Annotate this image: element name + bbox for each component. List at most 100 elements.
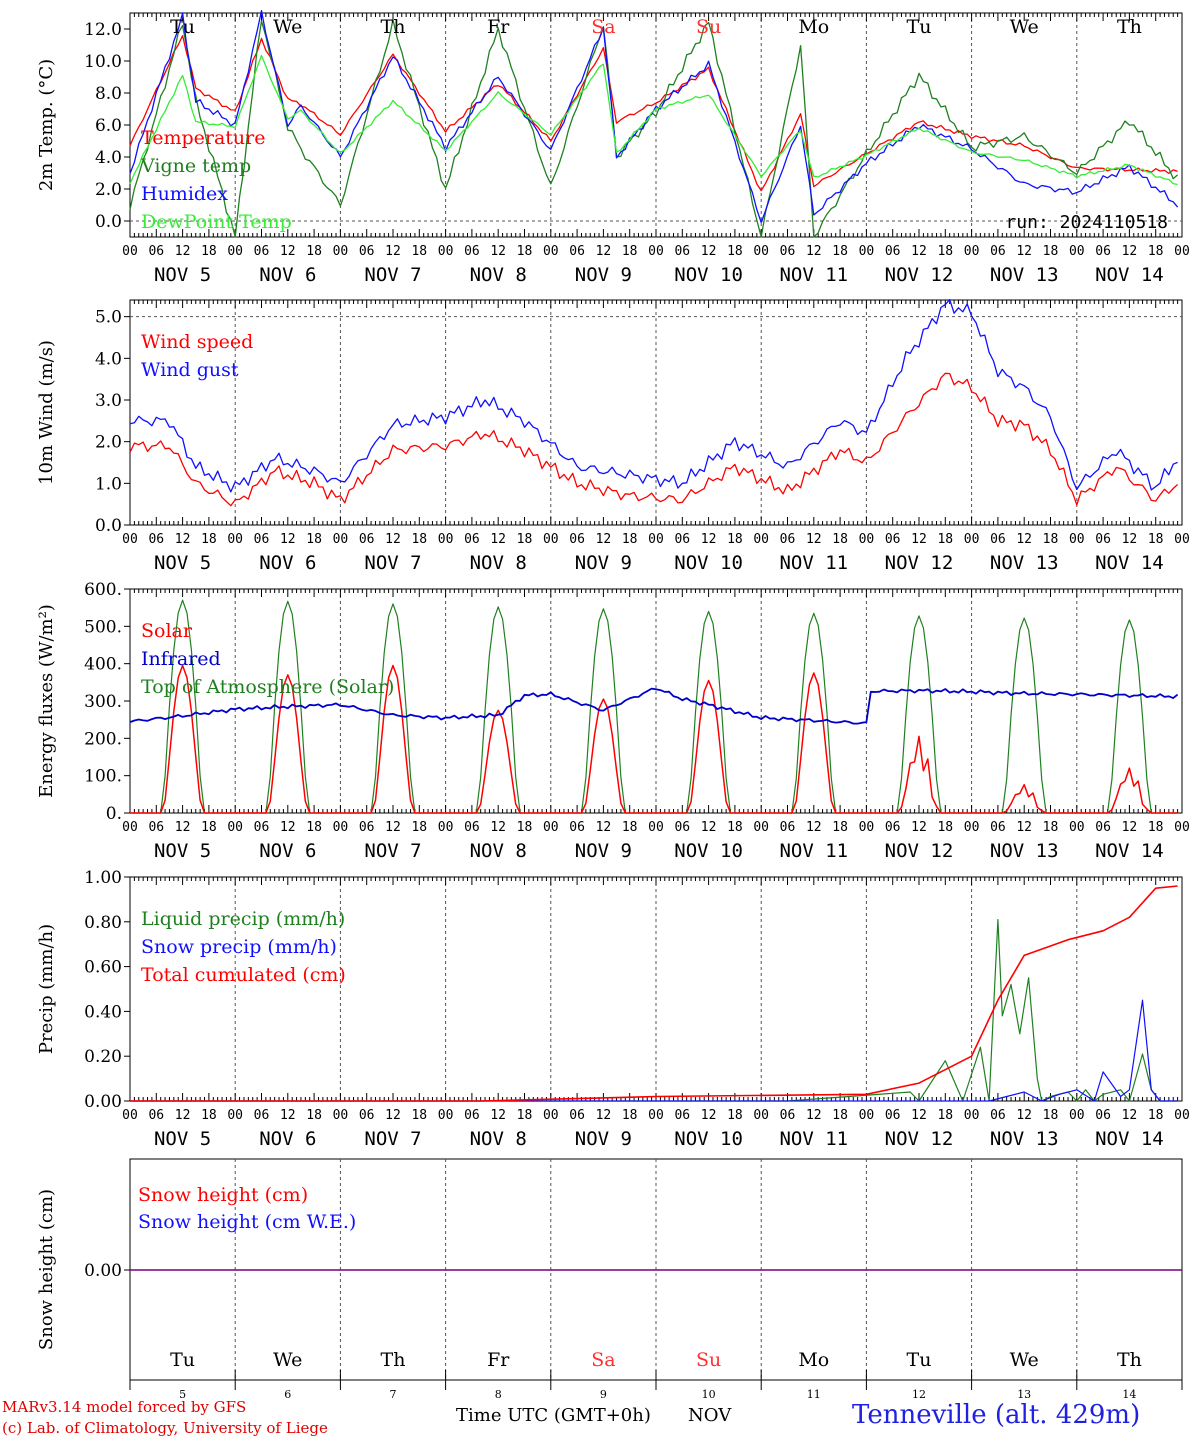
hour-label: 18	[517, 820, 533, 835]
hour-label: 18	[727, 532, 743, 547]
hour-label: 18	[306, 244, 322, 259]
hour-label: 12	[701, 1108, 717, 1123]
date-label: NOV 9	[575, 264, 632, 286]
date-label: NOV 7	[364, 552, 421, 574]
hour-label: 18	[201, 1108, 217, 1123]
date-label: NOV 14	[1095, 840, 1164, 862]
hour-label: 00	[438, 532, 454, 547]
y-tick-label: 100.	[84, 767, 122, 787]
date-label: NOV 6	[259, 552, 316, 574]
day-name: Sa	[591, 1349, 615, 1371]
date-label: NOV 11	[779, 840, 848, 862]
hour-label: 00	[227, 1108, 243, 1123]
hour-label: 12	[1122, 1108, 1138, 1123]
hour-label: 00	[964, 1108, 980, 1123]
hour-label: 12	[385, 1108, 401, 1123]
model-credit: MARv3.14 model forced by GFS	[2, 1398, 247, 1416]
day-name: Mo	[798, 16, 829, 38]
date-label: NOV 5	[154, 840, 211, 862]
hour-label: 06	[674, 532, 690, 547]
hour-label: 06	[148, 820, 164, 835]
hour-label: 12	[280, 820, 296, 835]
hour-label: 06	[148, 532, 164, 547]
y-tick-label: 0.80	[84, 913, 122, 933]
hour-label: 00	[753, 244, 769, 259]
legend-entry: Humidex	[141, 183, 228, 205]
station-name: Tenneville (alt. 429m)	[852, 1400, 1141, 1430]
hour-label: 18	[622, 244, 638, 259]
hour-label: 18	[1043, 1108, 1059, 1123]
hour-label: 06	[1095, 244, 1111, 259]
day-name: We	[1010, 1349, 1039, 1371]
date-label: NOV 10	[674, 552, 743, 574]
hour-label: 06	[569, 532, 585, 547]
hour-label: 12	[806, 532, 822, 547]
date-label: NOV 14	[1095, 552, 1164, 574]
y-tick-label: 2.0	[95, 433, 122, 453]
hour-label: 00	[964, 820, 980, 835]
y-tick-label: 0.0	[95, 212, 122, 232]
hour-label: 00	[1069, 1108, 1085, 1123]
hour-label: 12	[175, 820, 191, 835]
date-label: NOV 5	[154, 552, 211, 574]
hour-label: 06	[569, 1108, 585, 1123]
hour-label: 06	[254, 532, 270, 547]
hour-label: 00	[122, 532, 138, 547]
date-label: NOV 5	[154, 264, 211, 286]
legend-entry: Wind gust	[141, 359, 239, 381]
hour-label: 12	[701, 820, 717, 835]
y-tick-label: 4.0	[95, 349, 122, 369]
hour-label: 12	[1122, 532, 1138, 547]
hour-label: 00	[438, 820, 454, 835]
hour-label: 00	[122, 244, 138, 259]
hour-label: 06	[990, 820, 1006, 835]
hour-label: 06	[990, 244, 1006, 259]
hour-label: 18	[727, 1108, 743, 1123]
y-tick-label: 0.0	[95, 516, 122, 536]
legend-entry: Snow precip (mm/h)	[141, 936, 337, 958]
hour-label: 12	[596, 820, 612, 835]
day-name: Tu	[907, 16, 932, 38]
hour-label: 06	[674, 820, 690, 835]
infrared-line	[129, 687, 1179, 725]
hour-label: 12	[175, 532, 191, 547]
day-name: Tu	[907, 1349, 932, 1371]
date-label: NOV 7	[364, 264, 421, 286]
hour-label: 06	[148, 244, 164, 259]
date-label: NOV 12	[885, 552, 954, 574]
hour-label: 00	[1174, 820, 1190, 835]
hour-label: 12	[596, 1108, 612, 1123]
hour-label: 18	[937, 532, 953, 547]
hour-label: 00	[859, 532, 875, 547]
wind-series-line	[129, 372, 1179, 507]
day-number: 14	[1122, 1388, 1136, 1401]
x-axis-title: Time UTC (GMT+0h)	[456, 1405, 651, 1426]
hour-label: 00	[543, 532, 559, 547]
precip-series-line	[130, 999, 1178, 1102]
day-name: Th	[1117, 16, 1142, 38]
solar-line	[130, 664, 1178, 814]
hour-label: 18	[306, 820, 322, 835]
hour-label: 06	[254, 1108, 270, 1123]
hour-label: 00	[753, 820, 769, 835]
panel-frame-3	[129, 588, 1183, 814]
date-label: NOV 12	[885, 264, 954, 286]
day-name: Tu	[170, 1349, 195, 1371]
date-label: NOV 10	[674, 840, 743, 862]
day-name: Th	[381, 1349, 406, 1371]
hour-label: 12	[1016, 532, 1032, 547]
hour-label: 18	[937, 820, 953, 835]
hour-label: 06	[464, 820, 480, 835]
y-tick-label: 0.00	[84, 1092, 122, 1112]
hour-label: 12	[1016, 1108, 1032, 1123]
day-number: 8	[495, 1388, 502, 1401]
hour-label: 12	[385, 820, 401, 835]
date-label: NOV 13	[990, 552, 1059, 574]
y-axis-label: Energy fluxes (W/m²)	[36, 604, 57, 798]
hour-label: 00	[227, 820, 243, 835]
y-tick-label: 500.	[84, 617, 122, 637]
hour-label: 06	[990, 1108, 1006, 1123]
date-label: NOV 6	[259, 264, 316, 286]
hour-label: 00	[543, 1108, 559, 1123]
hour-label: 18	[937, 244, 953, 259]
